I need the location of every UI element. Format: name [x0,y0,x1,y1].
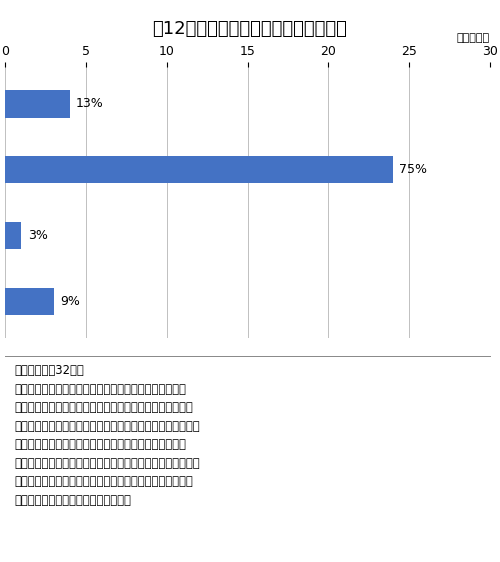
Bar [5,221,21,250]
Bar [5,156,393,183]
Bar [5,90,70,117]
Bar [5,288,54,315]
Text: （品目数）: （品目数） [457,33,490,43]
Text: 図12　開発予定のない適応外薬の理由: 図12 開発予定のない適応外薬の理由 [152,20,348,38]
Text: 3%: 3% [28,229,48,242]
Text: 13%: 13% [76,97,104,110]
Text: 75%: 75% [400,163,427,176]
Text: 注：有効回答32品目
　　回答選択肢の「日本では薬剤ニーズが満たされてい
　　る、もしくは代替薬が存在するため」を「薬剤ニーズ
　　が充足している」、「ニーズは: 注：有効回答32品目 回答選択肢の「日本では薬剤ニーズが満たされてい る、もしく… [14,364,200,506]
Text: 9%: 9% [60,295,80,308]
